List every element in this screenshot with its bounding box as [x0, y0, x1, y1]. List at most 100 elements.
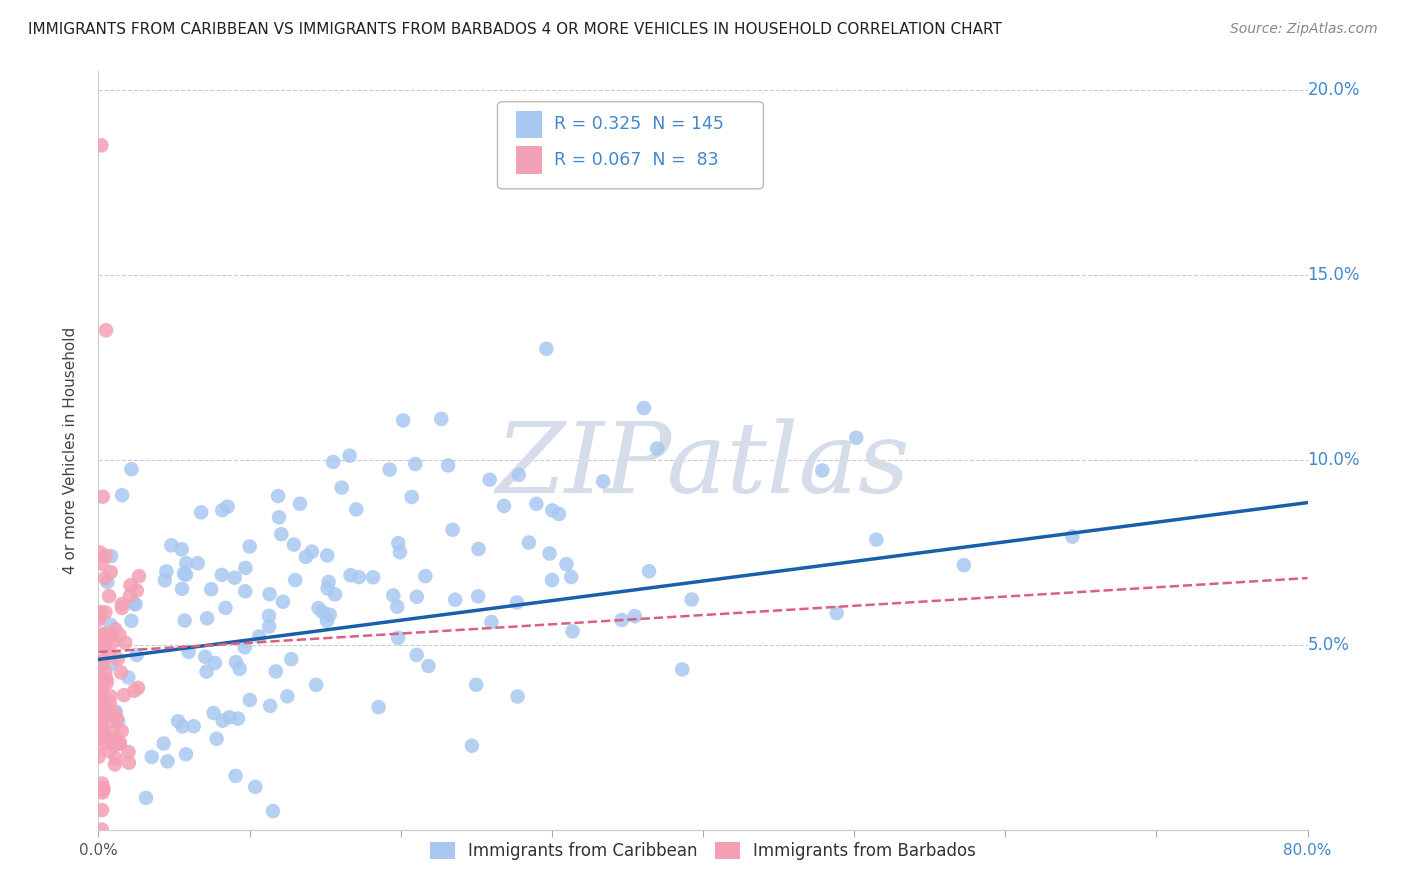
Point — [524, 497, 547, 511]
Point — [104, 739, 127, 753]
Point — [91, 557, 114, 571]
Point — [127, 681, 149, 695]
Point — [87, 750, 110, 764]
Point — [319, 607, 342, 622]
Point — [91, 698, 114, 712]
Point — [267, 489, 290, 503]
Point — [361, 570, 384, 584]
Point — [87, 677, 110, 691]
Point — [94, 605, 117, 619]
Point — [94, 323, 117, 337]
Point — [233, 584, 256, 599]
Point — [120, 462, 142, 476]
Point — [308, 601, 330, 615]
Point — [205, 731, 228, 746]
Point — [387, 599, 409, 614]
Point — [211, 714, 233, 728]
Point — [214, 600, 236, 615]
FancyBboxPatch shape — [498, 102, 763, 189]
Point — [276, 690, 298, 704]
Text: R = 0.325  N = 145: R = 0.325 N = 145 — [554, 115, 724, 134]
Point — [135, 790, 157, 805]
Point — [89, 711, 111, 725]
Point — [160, 538, 183, 552]
Point — [91, 725, 114, 739]
Point — [481, 615, 503, 629]
Point — [465, 678, 488, 692]
Point — [633, 401, 655, 415]
Point — [257, 608, 280, 623]
Point — [91, 490, 114, 504]
Point — [89, 609, 111, 624]
Point — [101, 725, 124, 739]
Point — [536, 342, 558, 356]
Point — [101, 636, 124, 650]
Point — [94, 700, 117, 714]
Point — [548, 507, 571, 521]
Point — [405, 648, 427, 662]
Point — [194, 649, 217, 664]
Point — [467, 541, 489, 556]
Point — [98, 589, 121, 603]
Point — [225, 655, 247, 669]
Point — [592, 475, 614, 489]
Point — [953, 558, 976, 573]
Point — [104, 735, 127, 749]
Text: IMMIGRANTS FROM CARIBBEAN VS IMMIGRANTS FROM BARBADOS 4 OR MORE VEHICLES IN HOUS: IMMIGRANTS FROM CARIBBEAN VS IMMIGRANTS … — [28, 22, 1002, 37]
Point — [91, 713, 114, 727]
Point — [91, 627, 114, 641]
Point — [104, 623, 127, 637]
Point — [284, 573, 307, 587]
Point — [89, 687, 111, 701]
Point — [226, 712, 249, 726]
Point — [167, 714, 190, 728]
Point — [93, 676, 115, 690]
Point — [312, 605, 335, 619]
Point — [190, 505, 212, 519]
Point — [441, 523, 464, 537]
Point — [98, 696, 121, 710]
Point — [141, 750, 163, 764]
Point — [104, 757, 127, 772]
Point — [90, 737, 112, 751]
Point — [555, 557, 578, 571]
Point — [239, 693, 262, 707]
Point — [430, 412, 453, 426]
Point — [316, 614, 339, 628]
Point — [405, 590, 427, 604]
Point — [288, 497, 311, 511]
Point — [90, 683, 112, 698]
Point — [124, 598, 146, 612]
Point — [93, 782, 115, 797]
Point — [339, 568, 361, 582]
Point — [104, 705, 127, 719]
Point — [322, 455, 344, 469]
Point — [270, 527, 292, 541]
Text: 0.0%: 0.0% — [79, 843, 118, 858]
Point — [233, 640, 256, 655]
Point — [90, 636, 112, 650]
Point — [90, 717, 112, 731]
Point — [108, 628, 131, 642]
Point — [541, 573, 564, 587]
Point — [638, 564, 661, 578]
Point — [845, 431, 868, 445]
Point — [183, 719, 205, 733]
Point — [152, 737, 174, 751]
Text: 80.0%: 80.0% — [1284, 843, 1331, 858]
Point — [305, 678, 328, 692]
Text: Source: ZipAtlas.com: Source: ZipAtlas.com — [1230, 22, 1378, 37]
Point — [195, 611, 218, 625]
Point — [90, 731, 112, 745]
Point — [91, 776, 114, 790]
Point — [187, 556, 209, 570]
Point — [401, 490, 423, 504]
Point — [323, 587, 346, 601]
Point — [387, 631, 409, 645]
Point — [195, 665, 218, 679]
Point — [624, 609, 647, 624]
Point — [506, 595, 529, 609]
Point — [200, 582, 222, 597]
Point — [108, 736, 131, 750]
Point — [339, 449, 361, 463]
